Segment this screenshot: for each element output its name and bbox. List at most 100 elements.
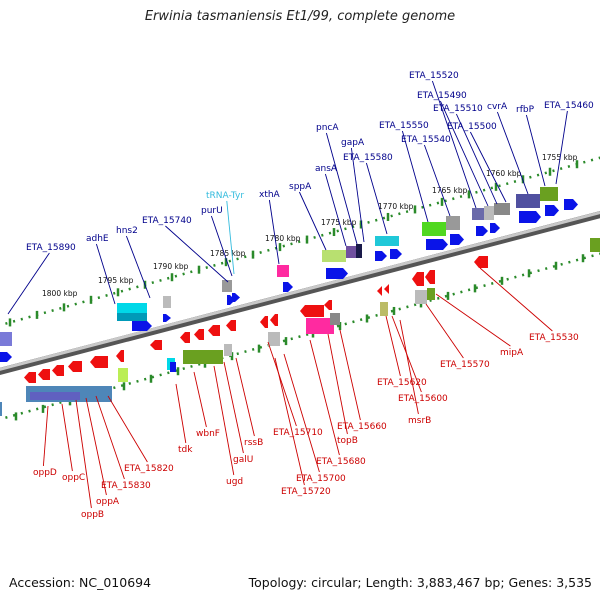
gene-label-reverse: ETA_15620 [377, 378, 427, 388]
gene-label-reverse: ETA_15720 [281, 487, 331, 497]
leader-line [175, 383, 187, 444]
gene-label-reverse: msrB [408, 416, 431, 426]
gene-label-forward: ETA_15460 [544, 101, 594, 111]
leader-line [439, 100, 489, 207]
forward-gene-box [375, 236, 399, 246]
reverse-gene-arrow [270, 314, 278, 326]
scale-label: 1785 kbp [210, 249, 246, 258]
leader-line [7, 252, 50, 315]
forward-gene-box [163, 296, 171, 308]
reverse-gene-arrow [150, 340, 162, 350]
leader-line [455, 113, 498, 205]
forward-gene-arrow [375, 251, 387, 261]
gene-labels: ETA_15890 adhE hns2 ETA_15740 purU tRNA-Tyr xt… [26, 71, 594, 520]
gene-label-forward: ETA_15490 [417, 91, 467, 101]
leader-line [61, 403, 73, 472]
forward-gene-arrow [564, 199, 578, 210]
forward-gene-box [356, 244, 362, 258]
leader-line [165, 225, 229, 283]
forward-gene-arrow [519, 211, 541, 223]
gene-label-forward: ETA_15890 [26, 243, 76, 253]
gene-label-reverse: ugd [226, 477, 243, 487]
leader-line [268, 199, 280, 265]
forward-gene-box [422, 222, 446, 236]
reverse-gene-box [170, 362, 176, 372]
leader-line [95, 395, 125, 480]
forward-gene-box [494, 203, 510, 215]
leader-line [399, 319, 419, 415]
gene-label-reverse: ETA_15700 [296, 474, 346, 484]
reverse-gene-arrow [90, 356, 108, 368]
gene-label-reverse: ETA_15710 [273, 428, 323, 438]
reverse-gene-arrow [384, 284, 389, 294]
gene-label-reverse: oppB [81, 510, 104, 520]
scale-label: 1800 kbp [42, 289, 78, 298]
gene-label-forward: ETA_15510 [433, 104, 483, 114]
forward-gene-arrow [450, 234, 464, 245]
leader-line [525, 114, 546, 187]
reverse-gene-arrow [208, 325, 220, 336]
leader-line [42, 405, 49, 467]
gene-features [0, 187, 600, 416]
gene-label-reverse: ETA_15830 [101, 481, 151, 491]
scale-label: 1790 kbp [153, 262, 189, 271]
reverse-gene-arrow [412, 272, 424, 286]
gene-label-reverse: galU [233, 455, 253, 465]
forward-gene-arrow [132, 321, 152, 331]
reverse-scale-ring [0, 252, 600, 421]
forward-gene-box [117, 303, 147, 313]
scale-label: 1795 kbp [98, 276, 134, 285]
leader-line [339, 329, 361, 421]
leader-line [226, 200, 235, 275]
forward-gene-box [346, 246, 356, 258]
genome-summary: Topology: circular; Length: 3,883,467 bp… [248, 575, 592, 590]
scale-label: 1775 kbp [321, 218, 357, 227]
reverse-gene-box [380, 302, 388, 316]
leader-line [95, 243, 116, 305]
gene-label-forward: ETA_15540 [401, 135, 451, 145]
gene-label-reverse: ETA_15530 [529, 333, 579, 343]
gene-label-forward: adhE [86, 234, 109, 244]
reverse-gene-arrow [226, 320, 236, 331]
scale-label: 1760 kbp [486, 169, 522, 178]
gene-label-reverse: ETA_15660 [337, 422, 387, 432]
leader-line [235, 357, 255, 437]
gene-label-forward: ETA_15520 [409, 71, 459, 81]
leader-line [325, 132, 358, 245]
gene-label-reverse: topB [337, 436, 358, 446]
gene-label-forward: pncA [316, 123, 339, 133]
leader-line [125, 235, 151, 299]
accession-label: Accession: NC_010694 [9, 575, 152, 590]
reverse-gene-arrow [377, 286, 382, 296]
forward-gene-arrow [163, 314, 171, 322]
forward-gene-box [484, 206, 494, 220]
forward-gene-arrow [545, 205, 559, 216]
leader-line [469, 131, 507, 203]
leader-line [193, 371, 207, 428]
leader-line [210, 215, 233, 277]
leader-line [283, 353, 320, 473]
reverse-gene-arrow [24, 372, 36, 383]
leader-line [555, 110, 568, 185]
gene-label-reverse: ETA_15600 [398, 394, 448, 404]
reverse-gene-box [306, 318, 334, 334]
leader-line [425, 303, 464, 359]
reverse-gene-arrow [425, 270, 435, 284]
leader-line [267, 341, 297, 427]
leader-line [223, 361, 244, 454]
forward-gene-box [540, 187, 558, 201]
forward-gene-box [277, 265, 289, 277]
reverse-gene-box [224, 344, 232, 356]
leader-line [85, 397, 107, 496]
reverse-gene-box [118, 368, 128, 382]
leader-line [423, 144, 451, 217]
gene-label-reverse: wbnF [196, 429, 220, 439]
reverse-gene-box [183, 350, 223, 364]
leader-line [327, 333, 348, 435]
gene-label-forward: ETA_15550 [379, 121, 429, 131]
leader-line [435, 293, 511, 347]
reverse-gene-box [30, 392, 80, 400]
leader-line [401, 130, 429, 223]
leader-line [107, 395, 148, 463]
reverse-gene-arrow [52, 365, 64, 376]
